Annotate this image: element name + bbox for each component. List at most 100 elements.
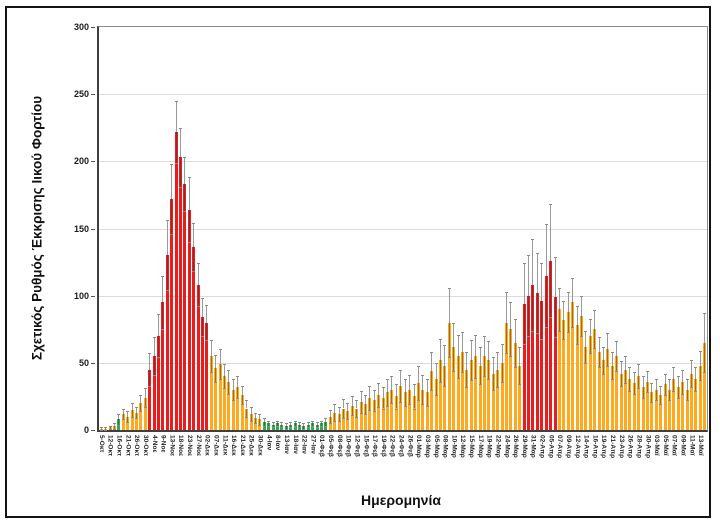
- error-bar-lower: [395, 396, 397, 409]
- error-bar-lower: [475, 356, 477, 378]
- x-tick-label: 13-Νοε: [168, 435, 176, 457]
- x-tick-label: 4-Νοε: [150, 435, 158, 453]
- bar: [240, 395, 244, 430]
- x-tick-cell: 21-Δεκ: [238, 435, 247, 456]
- x-tick-cell: 26-Απρ: [626, 435, 635, 458]
- error-bar-upper: [492, 357, 494, 374]
- x-tick-cell: 16-Οκτ: [115, 435, 124, 456]
- error-bar-lower: [655, 389, 657, 401]
- x-tick-cell: 4-Νοε: [150, 435, 159, 453]
- x-tick-label: 05-Μαρ: [432, 435, 440, 458]
- error-bar-cap: [289, 427, 293, 429]
- error-bar-cap: [571, 326, 575, 328]
- error-bar-cap: [209, 339, 213, 341]
- error-bar-upper: [281, 421, 283, 425]
- bar: [593, 329, 597, 430]
- error-bar-lower: [259, 419, 261, 425]
- error-bar-upper: [365, 395, 367, 405]
- error-bar-upper: [704, 313, 706, 343]
- error-bar-cap: [447, 357, 451, 359]
- error-bar-upper: [673, 366, 675, 379]
- y-tick-mark: [91, 228, 95, 230]
- x-tick-label: 16-Απρ: [591, 435, 599, 459]
- error-bar-cap: [623, 382, 627, 384]
- error-bar-cap: [302, 423, 306, 425]
- error-bar-cap: [205, 305, 209, 307]
- error-bar-cap: [262, 417, 266, 419]
- error-bar-lower: [224, 376, 226, 389]
- error-bar-cap: [143, 407, 147, 409]
- error-bar-lower: [391, 389, 393, 404]
- y-tick-label: 0: [83, 425, 89, 435]
- error-bar-lower: [281, 424, 283, 428]
- bar: [553, 297, 557, 430]
- error-bar-cap: [280, 421, 284, 423]
- error-bar-lower: [250, 413, 252, 421]
- error-bar-cap: [315, 421, 319, 423]
- bar: [496, 369, 500, 430]
- x-tick-label: 12-Οκτ: [106, 435, 114, 456]
- error-bar-cap: [134, 407, 138, 409]
- error-bar-cap: [412, 384, 416, 386]
- error-bar-lower: [175, 131, 177, 163]
- error-bar-cap: [522, 263, 526, 265]
- error-bar-cap: [183, 157, 187, 159]
- bar: [588, 335, 592, 430]
- bar: [134, 412, 138, 430]
- x-tick-label: 01-Μαρ: [415, 435, 423, 458]
- bar: [452, 346, 456, 430]
- error-bar-cap: [262, 425, 266, 427]
- x-tick-label: 11-Μαϊ: [688, 435, 696, 456]
- error-bar-upper: [585, 330, 587, 347]
- x-tick-cell: 21-Οκτ: [123, 435, 132, 456]
- error-bar-cap: [628, 391, 632, 393]
- error-bar-cap: [531, 239, 535, 241]
- error-bar-lower: [105, 428, 107, 430]
- x-tick-cell: 11-Δεκ: [220, 435, 229, 455]
- error-bar-cap: [399, 401, 403, 403]
- error-bar-cap: [174, 100, 178, 102]
- x-tick-label: 30-Απρ: [644, 435, 652, 459]
- error-bar-cap: [126, 421, 130, 423]
- error-bar-cap: [223, 364, 227, 366]
- x-tick-cell: 9-Νοε: [159, 435, 168, 453]
- error-bar-upper: [171, 164, 173, 199]
- error-bar-cap: [394, 384, 398, 386]
- bar: [676, 387, 680, 430]
- bar: [390, 389, 394, 430]
- error-bar-cap: [544, 224, 548, 226]
- error-bar-upper: [254, 412, 256, 418]
- x-tick-cell: 18-Νοε: [176, 435, 185, 456]
- x-tick-label: 03-Μαϊ: [653, 435, 661, 456]
- error-bar-cap: [685, 378, 689, 380]
- error-bar-lower: [536, 292, 538, 334]
- error-bar-lower: [254, 417, 256, 424]
- error-bar-lower: [624, 369, 626, 383]
- x-tick-cell: 01-Φεβ: [317, 435, 326, 457]
- x-tick-label: 26-Μαρ: [512, 435, 520, 458]
- error-bar-cap: [139, 395, 143, 397]
- y-tick-mark: [91, 295, 95, 297]
- error-bar-lower: [162, 302, 164, 330]
- error-bar-lower: [541, 301, 543, 339]
- error-bar-upper: [501, 344, 503, 363]
- error-bar-upper: [598, 337, 600, 353]
- x-tick-cell: 16-Απρ: [591, 435, 600, 458]
- x-tick-cell: 12-Οκτ: [106, 435, 115, 456]
- error-bar-upper: [422, 374, 424, 390]
- x-axis-labels: 5-Οκτ 12-Οκτ 16-Οκτ 21-Οκτ 26-Οκτ 30-Οκτ 4-Νοε…: [97, 435, 705, 477]
- x-tick-cell: 22-Ιαν: [300, 435, 309, 454]
- error-bar-cap: [518, 346, 522, 348]
- error-bar-upper: [466, 352, 468, 370]
- error-bar-upper: [237, 376, 239, 387]
- error-bar-cap: [117, 413, 121, 415]
- error-bar-lower: [417, 382, 419, 401]
- error-bar-cap: [460, 331, 464, 333]
- error-bar-upper: [655, 378, 657, 390]
- x-tick-cell: 05-Μαϊ: [661, 435, 670, 456]
- bar: [236, 387, 240, 430]
- error-bar-upper: [699, 350, 701, 366]
- x-tick-label: 27-Ιαν: [309, 435, 317, 454]
- error-bar-upper: [149, 353, 151, 370]
- error-bar-cap: [126, 411, 130, 413]
